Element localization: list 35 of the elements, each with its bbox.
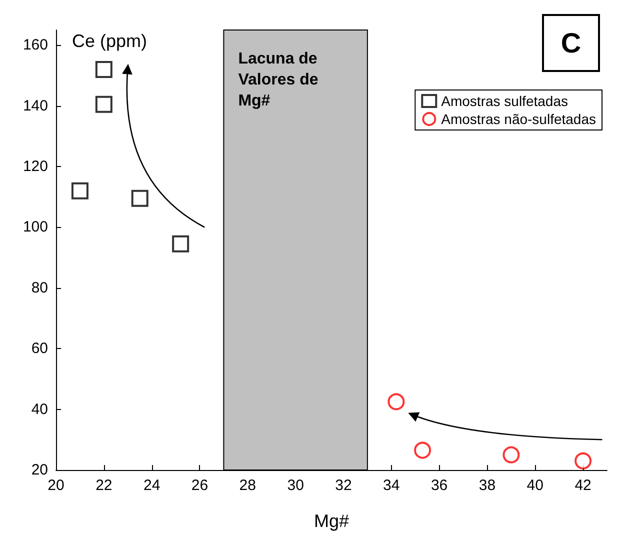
point — [172, 235, 190, 252]
legend-label: Amostras sulfetadas — [441, 93, 568, 109]
x-tick-label: 26 — [191, 477, 208, 494]
x-tick-label: 40 — [526, 477, 544, 494]
y-tick-label: 100 — [22, 218, 48, 236]
x-tick-label: 36 — [430, 477, 448, 494]
x-tick-label: 34 — [383, 477, 400, 494]
x-axis-title: Mg# — [314, 511, 350, 531]
y-axis-title: Ce (ppm) — [72, 31, 148, 51]
x-tick-label: 30 — [287, 477, 304, 494]
annotation: C — [560, 28, 582, 58]
point — [574, 452, 592, 470]
y-tick-label: 60 — [31, 340, 48, 358]
x-tick-label: 42 — [574, 477, 592, 494]
y-tick-label: 80 — [31, 279, 48, 296]
y-tick-label: 160 — [22, 36, 48, 54]
x-tick-label: 22 — [96, 477, 112, 494]
y-tick-label: 140 — [22, 97, 48, 114]
legend-label: Amostras não-sulfetadas — [441, 111, 596, 127]
point — [95, 60, 112, 78]
y-tick-label: 20 — [31, 462, 48, 478]
x-tick-label: 24 — [143, 477, 160, 494]
point — [131, 190, 148, 207]
point — [414, 442, 432, 459]
x-tick-label: 38 — [478, 477, 496, 494]
point — [388, 393, 405, 410]
x-tick-label: 32 — [335, 477, 352, 494]
point — [502, 446, 520, 464]
point — [71, 182, 88, 200]
band-label: Lacuna de Valores de Mg# — [238, 50, 318, 110]
y-tick-label: 40 — [31, 400, 48, 418]
x-tick-label: 20 — [48, 477, 64, 494]
point — [95, 96, 112, 113]
y-tick-label: 120 — [22, 158, 48, 176]
x-tick-label: 28 — [239, 477, 256, 494]
